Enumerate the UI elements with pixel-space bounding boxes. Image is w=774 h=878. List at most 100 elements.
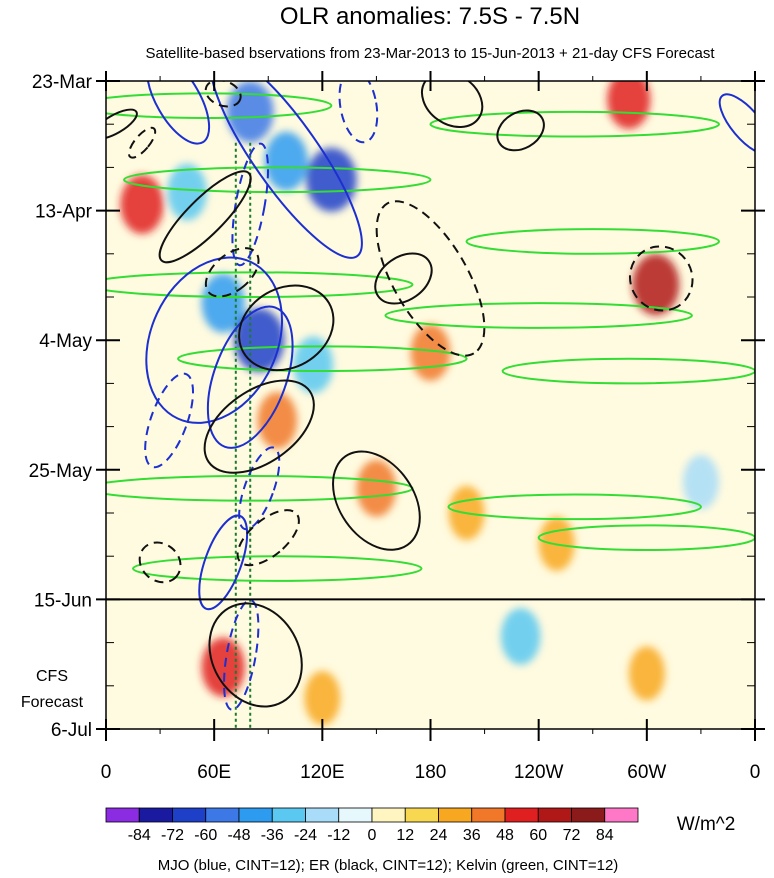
- anomaly-cell: [607, 81, 651, 129]
- colorbar: -84 -72 -60 -48 -36 -24 -12 0 12 24 36 48 60 72 84: [105, 807, 639, 844]
- anomaly-cell: [201, 273, 245, 333]
- er-contour: [628, 245, 694, 312]
- mjo-contour: [209, 81, 363, 259]
- anomaly-cell: [167, 163, 207, 221]
- mjo-contour: [223, 599, 260, 711]
- x-axis: 0 60E 120E 180 120W 60W 0: [101, 71, 761, 783]
- colorbar-swatch: [238, 807, 273, 823]
- colorbar-swatch: [138, 807, 173, 823]
- mjo-contour: [231, 142, 270, 267]
- mjo-contour: [144, 372, 195, 469]
- kelvin-contour: [384, 302, 693, 329]
- colorbar-tick-label: -36: [261, 827, 284, 844]
- y-tick-label: 13-Apr: [35, 202, 93, 223]
- colorbar-swatch: [371, 807, 406, 823]
- mjo-contour: [206, 305, 294, 449]
- anomaly-cell: [293, 336, 334, 394]
- colorbar-tick-label: 24: [430, 827, 448, 844]
- anomaly-cell: [632, 253, 680, 316]
- colorbar-swatch: [504, 807, 539, 823]
- x-tick-label: 120W: [514, 762, 564, 783]
- forecast-label-line1: CFS: [36, 668, 68, 685]
- kelvin-contour: [447, 493, 702, 521]
- plot-background: [106, 81, 755, 729]
- colorbar-tick-label: -84: [128, 827, 151, 844]
- anomaly-cell: [264, 131, 308, 191]
- er-contour: [208, 602, 303, 708]
- chart-title: OLR anomalies: 7.5S - 7.5N: [280, 3, 580, 30]
- colorbar-tick-label: -72: [161, 827, 184, 844]
- colorbar-tick-label: 36: [463, 827, 481, 844]
- colorbar-tick-label: -24: [294, 827, 317, 844]
- mjo-contour: [146, 81, 211, 145]
- colorbar-swatch: [537, 807, 572, 823]
- er-contour: [421, 81, 484, 128]
- anomaly-cell: [628, 646, 665, 701]
- colorbar-swatch: [305, 807, 340, 823]
- er-contour: [238, 284, 335, 372]
- kelvin-contour: [177, 345, 468, 373]
- er-contour: [375, 200, 486, 357]
- kelvin-contour: [106, 271, 414, 298]
- er-contour: [203, 379, 315, 474]
- colorbar-tick-label: 12: [396, 827, 414, 844]
- colorbar-swatch: [404, 807, 439, 823]
- colorbar-tick-label: 48: [496, 827, 514, 844]
- mjo-contour: [718, 93, 755, 156]
- er-contour: [204, 247, 260, 298]
- colorbar-tick-label: 72: [563, 827, 581, 844]
- x-tick-label: 180: [415, 762, 447, 783]
- x-tick-label: 0: [750, 762, 761, 783]
- anomaly-cell: [226, 81, 274, 143]
- colorbar-swatch: [271, 807, 306, 823]
- mjo-contour: [145, 256, 284, 424]
- x-tick-label: 0: [101, 762, 112, 783]
- anomaly-cell: [201, 637, 245, 697]
- colorbar-swatch: [604, 807, 639, 823]
- kelvin-contour: [465, 228, 720, 255]
- anomaly-cell: [682, 455, 719, 510]
- anomaly-cell: [304, 671, 341, 726]
- colorbar-swatch: [338, 807, 373, 823]
- kelvin-contour: [106, 92, 333, 120]
- y-axis: 23-Mar 13-Apr 4-May 25-May 15-Jun 6-Jul: [29, 72, 765, 741]
- mjo-contour: [238, 446, 281, 531]
- colorbar-tick-label: 60: [529, 827, 547, 844]
- er-contour: [236, 509, 300, 567]
- er-contour: [204, 81, 242, 108]
- chart-subtitle: Satellite-based bservations from 23-Mar-…: [145, 45, 715, 62]
- anomaly-cell: [356, 460, 397, 517]
- colorbar-tick-label: -60: [194, 827, 217, 844]
- chart-footnote: MJO (blue, CINT=12); ER (black, CINT=12)…: [158, 857, 619, 874]
- y-tick-label: 25-May: [29, 461, 93, 482]
- colorbar-tick-label: 0: [368, 827, 377, 844]
- colorbar-tick-label: -12: [327, 827, 350, 844]
- colorbar-swatch: [571, 807, 606, 823]
- colorbar-swatch: [471, 807, 506, 823]
- forecast-label-line2: Forecast: [21, 694, 84, 711]
- y-tick-label: 23-Mar: [32, 72, 93, 93]
- y-tick-label: 15-Jun: [34, 590, 92, 611]
- colorbar-tick-label: -48: [227, 827, 250, 844]
- er-contour: [158, 170, 252, 264]
- anomaly-cell: [234, 308, 285, 373]
- kelvin-contour: [123, 166, 432, 194]
- er-contour: [138, 541, 182, 584]
- x-tick-label: 120E: [300, 762, 344, 783]
- y-tick-label: 4-May: [39, 331, 92, 352]
- reference-lines: [234, 142, 252, 729]
- colorbar-swatch: [205, 807, 240, 823]
- plot-area: [106, 81, 755, 729]
- er-contour: [332, 450, 421, 551]
- x-tick-label: 60W: [627, 762, 666, 783]
- colorbar-swatch: [105, 807, 140, 823]
- colorbar-tick-label: 84: [596, 827, 614, 844]
- kelvin-contour: [132, 555, 423, 582]
- anomaly-cell: [257, 392, 298, 449]
- er-contour: [374, 252, 433, 305]
- er-contour: [127, 126, 157, 159]
- colorbar-units: W/m^2: [677, 814, 736, 835]
- y-tick-label: 6-Jul: [51, 720, 92, 741]
- x-tick-label: 60E: [197, 762, 231, 783]
